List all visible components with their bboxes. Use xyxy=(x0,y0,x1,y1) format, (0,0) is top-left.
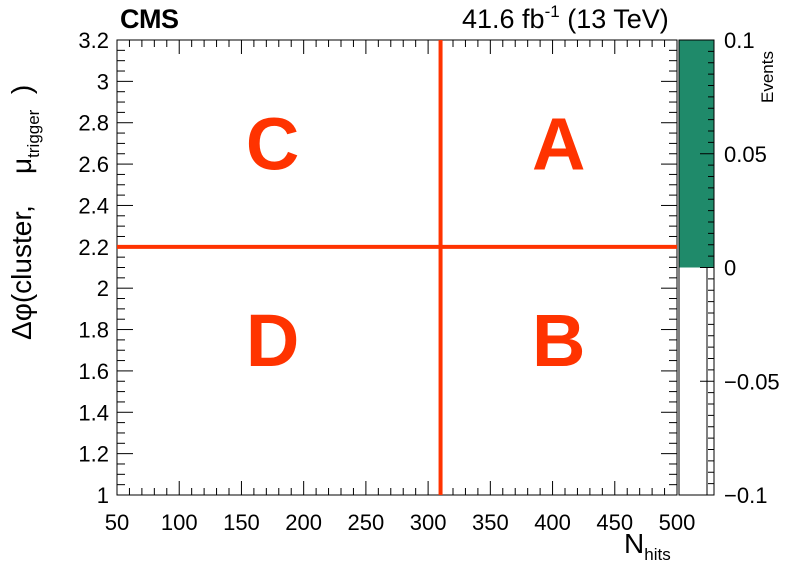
z-axis: −0.1 −0.05 0 0.05 0.1 xyxy=(700,28,780,508)
z-tick-label: 0 xyxy=(724,256,736,281)
y-axis-title-close: ) xyxy=(6,84,37,95)
y-tick-label: 3 xyxy=(97,69,109,94)
y-tick-label: 1.4 xyxy=(78,400,109,425)
region-label-d: D xyxy=(246,299,299,382)
y-tick-label: 2.2 xyxy=(78,235,109,260)
x-tick-label: 50 xyxy=(105,510,129,535)
z-tick-label: 0.05 xyxy=(724,142,767,167)
y-axis-title-mu: μ xyxy=(6,157,37,174)
y-tick-label: 3.2 xyxy=(78,28,109,53)
region-label-c: C xyxy=(246,102,299,185)
x-tick-label: 300 xyxy=(410,510,447,535)
energy-label: (13 TeV) xyxy=(559,4,669,34)
y-tick-label: 1.2 xyxy=(78,442,109,467)
x-tick-label: 350 xyxy=(472,510,509,535)
y-tick-label: 2 xyxy=(97,276,109,301)
luminosity-label: 41.6 fb-1 (13 TeV) xyxy=(462,2,669,35)
region-labels: A B C D xyxy=(246,102,586,381)
plot-frame xyxy=(116,39,678,496)
x-axis-title-main: N xyxy=(624,528,645,559)
x-tick-label: 200 xyxy=(285,510,322,535)
region-label-b: B xyxy=(532,299,585,382)
y-axis-title: Δφ(cluster, μtrigger ) xyxy=(6,84,43,340)
x-tick-label: 450 xyxy=(596,510,633,535)
y-tick-label: 2.6 xyxy=(78,152,109,177)
lumi-exponent: -1 xyxy=(544,2,560,21)
y-axis: 1 1.2 1.4 1.6 1.8 2 2.2 2.4 2.6 2.8 3 3.2 xyxy=(78,28,677,508)
x-axis: 50 100 150 200 250 300 350 400 450 500 xyxy=(105,40,696,535)
region-label-a: A xyxy=(532,102,585,185)
y-tick-label: 2.4 xyxy=(78,193,109,218)
y-tick-label: 1.6 xyxy=(78,359,109,384)
x-tick-label: 150 xyxy=(223,510,260,535)
y-tick-label: 2.8 xyxy=(78,111,109,136)
y-tick-label: 1 xyxy=(97,483,109,508)
y-tick-label: 1.8 xyxy=(78,318,109,343)
x-tick-label: 400 xyxy=(534,510,571,535)
lumi-value: 41.6 fb xyxy=(462,4,545,34)
z-tick-label: −0.1 xyxy=(724,483,767,508)
x-tick-label: 250 xyxy=(348,510,385,535)
plot-area xyxy=(116,39,678,496)
x-axis-title: Nhits xyxy=(624,528,671,564)
x-axis-title-sub: hits xyxy=(644,545,671,564)
x-tick-label: 100 xyxy=(161,510,198,535)
experiment-label: CMS xyxy=(120,4,179,34)
y-axis-title-main: Δφ(cluster, xyxy=(6,205,37,340)
z-tick-label: 0.1 xyxy=(724,28,755,53)
region-cut-lines xyxy=(117,40,677,495)
z-axis-title: Events xyxy=(758,51,777,103)
x-tick-label: 500 xyxy=(659,510,696,535)
z-tick-label: −0.05 xyxy=(724,369,780,394)
y-axis-title-sub: trigger xyxy=(24,109,43,158)
